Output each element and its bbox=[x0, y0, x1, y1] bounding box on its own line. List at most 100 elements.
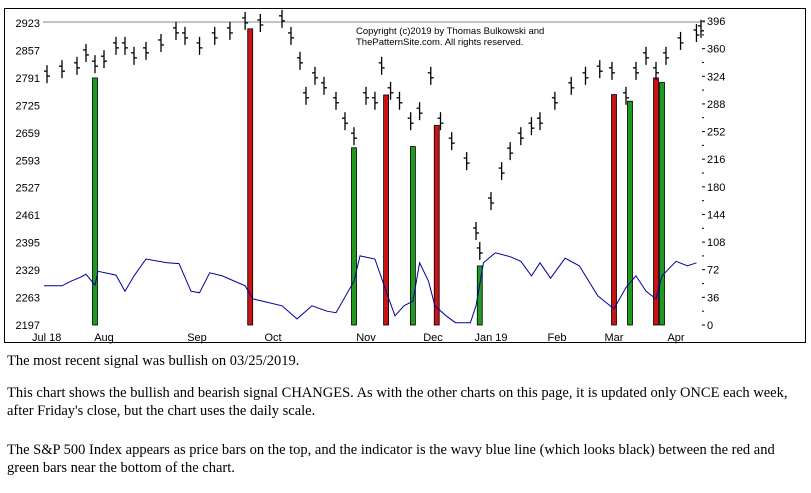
price-bar bbox=[363, 86, 369, 105]
price-bar bbox=[257, 14, 264, 32]
signal-bar-bearish bbox=[611, 94, 617, 326]
price-bar bbox=[528, 117, 535, 136]
price-bar bbox=[698, 19, 704, 38]
price-bar bbox=[568, 76, 575, 95]
left-axis-tick-label: 2857 bbox=[16, 45, 40, 57]
price-bar bbox=[279, 9, 285, 28]
price-bar bbox=[288, 26, 294, 45]
price-bar bbox=[582, 66, 589, 85]
x-axis-tick-label: Feb bbox=[548, 332, 567, 344]
indicator-line bbox=[44, 252, 697, 324]
price-bar bbox=[488, 192, 494, 211]
price-bar bbox=[507, 142, 514, 161]
price-bar bbox=[101, 50, 107, 69]
index-description-paragraph: The S&P 500 Index appears as price bars … bbox=[7, 442, 775, 476]
price-bar bbox=[44, 65, 50, 84]
x-axis-tick-label: Jan 19 bbox=[474, 332, 507, 344]
price-bar bbox=[623, 86, 629, 105]
signal-bar-bullish bbox=[627, 100, 633, 326]
right-axis-tick-label: 144 bbox=[707, 209, 725, 221]
signal-bar-bullish bbox=[476, 265, 483, 326]
price-bar bbox=[463, 152, 470, 171]
price-bar bbox=[182, 26, 188, 45]
right-axis-tick-label: 360 bbox=[707, 44, 725, 56]
price-bar bbox=[517, 127, 524, 146]
left-axis-tick-label: 2593 bbox=[16, 155, 40, 167]
right-axis-tick-label: 288 bbox=[707, 99, 725, 111]
price-bar bbox=[211, 26, 218, 45]
price-bar bbox=[378, 56, 385, 75]
price-bar bbox=[677, 31, 684, 50]
price-bar bbox=[536, 112, 543, 131]
right-axis-tick-label: 216 bbox=[707, 154, 725, 166]
right-axis-tick-label: 396 bbox=[707, 16, 725, 28]
price-bar bbox=[173, 21, 179, 40]
price-bar bbox=[396, 91, 403, 110]
price-bar bbox=[643, 46, 649, 65]
x-axis-tick-label: Oct bbox=[264, 332, 281, 344]
price-bar bbox=[387, 81, 394, 100]
price-bar bbox=[242, 11, 249, 30]
left-axis-tick-label: 2461 bbox=[16, 210, 40, 222]
price-bar bbox=[608, 61, 615, 80]
left-axis-tick-label: 2329 bbox=[16, 265, 40, 277]
price-bar bbox=[342, 112, 348, 131]
copyright-text: Copyright (c)2019 by Thomas Bulkowski an… bbox=[356, 26, 544, 37]
price-bar bbox=[59, 60, 65, 79]
price-bar bbox=[226, 21, 233, 40]
x-axis-tick-label: Mar bbox=[605, 332, 624, 344]
price-bar bbox=[473, 221, 480, 240]
left-axis-tick-label: 2263 bbox=[16, 293, 40, 305]
right-axis-tick-label: 108 bbox=[707, 237, 725, 249]
price-bar bbox=[663, 46, 669, 65]
signal-changes-paragraph: This chart shows the bullish and bearish… bbox=[7, 385, 788, 419]
price-bar bbox=[312, 66, 318, 85]
price-bar bbox=[158, 33, 164, 52]
left-axis-tick-label: 2791 bbox=[16, 73, 40, 85]
price-bar bbox=[351, 127, 357, 146]
left-axis-tick-label: 2923 bbox=[16, 18, 40, 30]
price-bar bbox=[653, 61, 659, 80]
chart-panel: 2923 2857 2791 2725 2659 2593 2527 2461 2395 2329… bbox=[4, 8, 806, 344]
copyright-text: ThePatternSite.com. All rights reserved. bbox=[356, 37, 523, 48]
price-bar bbox=[122, 36, 128, 55]
x-axis-tick-label: Dec bbox=[423, 332, 443, 344]
signal-bar-bearish bbox=[433, 124, 440, 326]
left-axis-tick-label: 2527 bbox=[16, 183, 40, 195]
right-axis-tick-label: 324 bbox=[707, 71, 725, 83]
price-bar bbox=[371, 91, 378, 110]
signal-bar-bullish bbox=[351, 147, 357, 326]
signal-bar-bullish bbox=[409, 146, 416, 326]
x-axis-tick-label: Aug bbox=[94, 332, 114, 344]
x-axis-tick-label: Apr bbox=[667, 332, 684, 344]
right-axis-tick-label: 36 bbox=[707, 292, 719, 304]
recent-signal-text: The most recent signal was bullish on 03… bbox=[7, 353, 300, 369]
price-bar bbox=[416, 102, 423, 121]
x-axis-tick-label: Sep bbox=[187, 332, 207, 344]
signal-bar-bearish bbox=[383, 94, 390, 326]
price-bar bbox=[333, 91, 339, 110]
left-axis-tick-label: 2659 bbox=[16, 128, 40, 140]
left-axis-tick-label: 2395 bbox=[16, 238, 40, 250]
price-bar bbox=[143, 41, 149, 60]
price-bar bbox=[83, 43, 89, 62]
price-bar bbox=[476, 241, 483, 260]
price-bar bbox=[693, 23, 700, 42]
x-axis-tick-label: Nov bbox=[356, 332, 376, 344]
price-bar bbox=[427, 66, 434, 85]
price-bar bbox=[303, 86, 309, 105]
signal-bar-bullish bbox=[659, 82, 665, 326]
signal-chart: 2923 2857 2791 2725 2659 2593 2527 2461 2395 2329… bbox=[16, 9, 725, 344]
price-bar bbox=[131, 46, 137, 65]
signal-bar-bearish bbox=[247, 28, 254, 326]
signal-bar-bearish bbox=[653, 77, 659, 326]
x-axis-tick-label: Jul 18 bbox=[32, 332, 61, 344]
price-bar bbox=[448, 132, 455, 151]
left-axis-tick-label: 2725 bbox=[16, 100, 40, 112]
right-axis-tick-label: 180 bbox=[707, 182, 725, 194]
left-axis-tick-label: 2197 bbox=[16, 320, 40, 332]
price-bar bbox=[196, 36, 203, 55]
price-bar bbox=[437, 112, 444, 131]
right-axis-tick-label: 252 bbox=[707, 127, 725, 139]
price-bar bbox=[551, 91, 558, 110]
